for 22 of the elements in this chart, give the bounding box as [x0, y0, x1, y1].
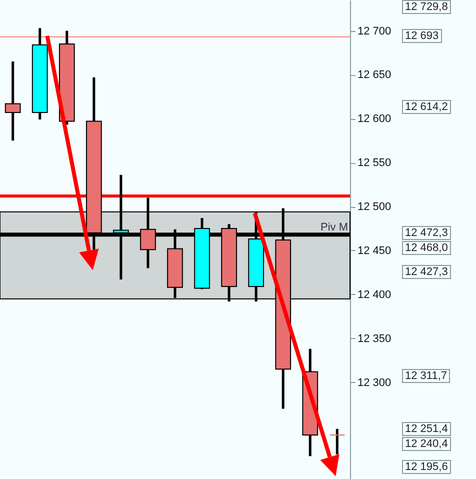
y-tick-label: 12 500: [358, 201, 392, 214]
y-tick-label: 12 550: [358, 157, 392, 170]
ref-line-label: Piv M: [320, 222, 348, 234]
y-tick-label: 12 700: [358, 25, 392, 38]
text: 12 240,4: [402, 437, 451, 452]
y-tick-label: 12 300: [358, 376, 392, 389]
y-tick-label: 12 600: [358, 113, 392, 126]
text: 12 693: [402, 28, 442, 43]
candlestick: [329, 428, 346, 456]
y-tick-label: 12 350: [358, 332, 392, 345]
text: 12 729,8: [402, 0, 451, 14]
y-tick-label: 12 650: [358, 69, 392, 82]
y-tick-label: 12 400: [358, 288, 392, 301]
text: 12 251,4: [402, 422, 451, 436]
text: 12 427,3: [402, 265, 451, 280]
y-tick-label: 12 450: [358, 244, 392, 257]
text: 12 468,0: [402, 240, 451, 255]
text: 12 472,3: [402, 226, 451, 240]
text: 12 195,6: [402, 460, 451, 474]
text: 12 311,7: [402, 369, 450, 383]
text: 12 614,2: [402, 100, 451, 114]
candlestick: [4, 60, 21, 142]
